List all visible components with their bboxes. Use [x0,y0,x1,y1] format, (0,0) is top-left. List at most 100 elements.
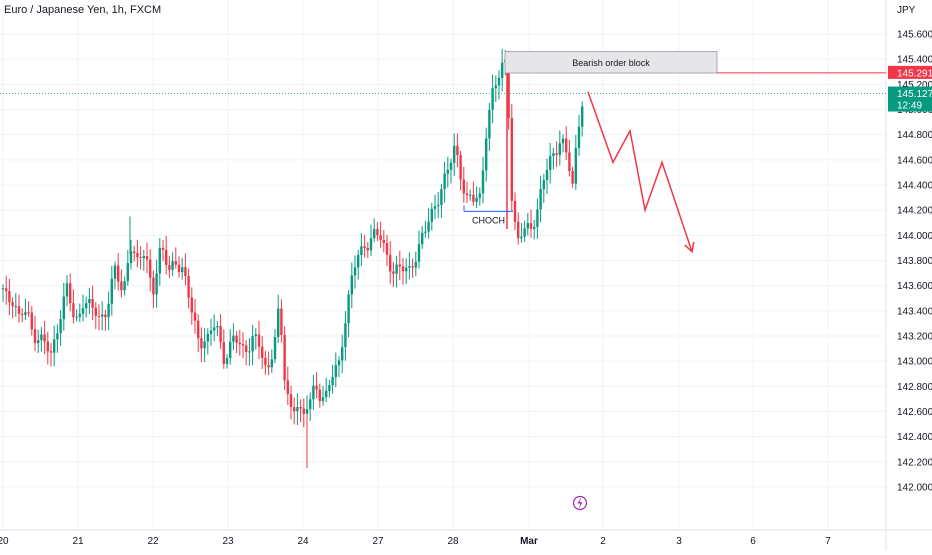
candle-body [529,223,533,229]
candle-body [187,276,190,298]
candle-body [190,297,193,313]
candle-body [501,62,504,79]
candle-body [197,320,200,339]
candle-body [318,389,321,401]
y-tick-label: 144.400 [897,181,932,192]
candle-body [75,316,78,318]
y-tick-label: 144.600 [897,155,932,166]
candle-body [369,238,373,251]
candle-body [264,357,267,366]
candle-body [270,359,273,368]
candle-body [465,193,469,196]
candle-body [341,347,344,361]
candle-body [33,329,37,344]
candle-body [353,267,357,276]
current-price-label: 145.127 [897,89,932,100]
y-tick-label: 145.400 [897,55,932,66]
candle-body [350,275,353,295]
candle-body [360,246,363,256]
candle-body [142,256,145,259]
candle-body [424,231,427,233]
x-tick-label: 20 [0,536,9,547]
candle-body [325,390,328,398]
candle-body [209,330,213,334]
symbol-title: Euro / Japanese Yen, 1h, FXCM [4,4,162,16]
candle-body [357,255,360,268]
candle-body [91,299,94,308]
marked-price-label: 145.291 [897,68,932,79]
y-tick-label: 142.000 [897,483,932,494]
candle-body [302,408,305,414]
candle-body [161,247,165,250]
y-tick-label: 142.200 [897,457,932,468]
y-tick-label: 145.200 [897,80,932,91]
x-tick-label: 27 [372,536,384,547]
y-tick-label: 143.800 [897,256,932,267]
y-tick-label: 142.800 [897,382,932,393]
candle-body [241,344,245,346]
candle-body [213,327,216,331]
y-tick-label: 142.600 [897,407,932,418]
candle-body [459,155,462,180]
candle-body [123,281,126,291]
candle-body [5,288,8,292]
candle-body [539,189,542,210]
candle-body [62,296,65,320]
x-tick-label: 24 [297,536,309,547]
candle-body [507,59,510,119]
x-tick-label: 6 [750,536,756,547]
candle-body [331,376,334,386]
lightning-bolt-icon [577,497,583,509]
candle-body [373,229,376,239]
x-tick-label: 2 [600,536,606,547]
candle-body [113,265,117,279]
candle-body [414,261,417,268]
candle-body [59,319,62,334]
candle-body [488,109,491,139]
y-tick-label: 144.200 [897,206,932,217]
candle-body [437,204,440,207]
x-tick-label: 7 [825,536,831,547]
candle-body [462,179,465,194]
candle-body [545,169,549,181]
candle-body [158,247,161,274]
candle-body [149,259,152,278]
candle-body [574,147,577,184]
candle-body [469,194,472,196]
candle-body [152,277,155,295]
candle-body [430,208,433,222]
candle-body [481,170,485,194]
y-tick-label: 143.000 [897,357,932,368]
candle-body [401,266,405,272]
candle-body [389,254,392,272]
candle-body [53,339,56,353]
y-tick-label: 143.400 [897,306,932,317]
candle-body [88,299,91,304]
projection-arrowhead [684,241,695,254]
candle-body [376,229,379,236]
candle-body [293,407,296,412]
candle-body [27,312,30,314]
candle-body [296,407,299,412]
y-tick-label: 143.200 [897,332,932,343]
candle-body [421,232,424,245]
candle-body [398,264,401,267]
candle-body [472,194,475,202]
candle-body [165,249,168,265]
candle-body [235,335,238,343]
candle-body [37,340,40,344]
candle-body [385,242,389,255]
candle-body [491,88,494,110]
candle-body [181,267,184,273]
candle-body [69,283,72,304]
candle-body [24,312,27,315]
candle-body [395,264,398,274]
candle-body [232,335,235,342]
candle-body [334,365,337,377]
candle-body [405,267,408,272]
candle-body [552,153,555,157]
candle-body [440,189,443,205]
candle-body [446,169,449,174]
